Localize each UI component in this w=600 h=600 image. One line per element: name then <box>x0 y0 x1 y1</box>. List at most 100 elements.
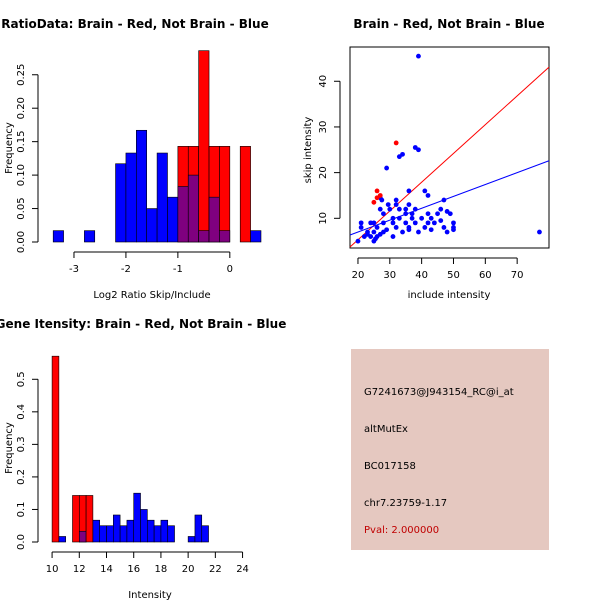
brain-fit-line <box>349 66 550 248</box>
scatter-xlabel: include intensity <box>408 290 491 301</box>
gene-histogram-y-tick-label: 0.3 <box>16 436 27 452</box>
not-brain-point <box>422 225 428 230</box>
gene-histogram-bar-not-brain <box>140 509 148 543</box>
gene-histogram-bar-not-brain <box>99 525 107 543</box>
not-brain-point <box>384 165 390 171</box>
not-brain-point <box>403 211 409 217</box>
scatter-y-tick-label: 30 <box>318 121 329 134</box>
not-brain-point <box>371 229 377 235</box>
not-brain-point <box>422 188 428 194</box>
accession: BC017158 <box>364 461 416 472</box>
not-brain-point <box>425 211 431 217</box>
not-brain-point <box>393 202 399 208</box>
not-brain-point <box>441 225 447 230</box>
ratio-histogram-xlabel: Log2 Ratio Skip/Include <box>93 290 210 301</box>
ratio-histogram-y-tick-label: 0.00 <box>16 231 27 253</box>
not-brain-point <box>406 202 412 208</box>
gene-histogram-x-tick-label: 10 <box>46 564 59 575</box>
not-brain-point <box>409 215 415 221</box>
scatter-x-tick-label: 30 <box>383 270 396 281</box>
scatter-ylabel: skip intensity <box>303 117 314 184</box>
not-brain-point <box>371 220 377 226</box>
not-brain-point <box>406 188 412 194</box>
ratio-histogram-bar-brain <box>219 146 231 243</box>
scatter-plot-box <box>349 46 550 249</box>
ratio-histogram-y-tick-label: 0.05 <box>16 197 27 219</box>
not-brain-point <box>428 227 434 233</box>
not-brain-point <box>390 220 396 226</box>
gene-histogram-ylabel: Frequency <box>4 422 15 474</box>
ratio-histogram-x-tick-label: 0 <box>227 264 233 275</box>
scatter-x-tick-label: 60 <box>479 270 492 281</box>
scatter-x-tick-label: 40 <box>415 270 428 281</box>
ratio-histogram-bar-overlap <box>177 186 189 243</box>
scatter-y-tick-label: 10 <box>318 212 329 225</box>
not-brain-point <box>385 202 391 208</box>
ratio-histogram-bar-not-brain <box>156 152 168 243</box>
not-brain-point <box>438 218 444 223</box>
not-brain-point <box>416 229 421 235</box>
ratio-histogram-y-tick-label: 0.25 <box>16 64 27 86</box>
ratio-histogram-panel: RatioData: Brain - Red, Not Brain - Blue… <box>1 17 268 301</box>
gene-histogram-x-tick-label: 24 <box>236 564 249 575</box>
not-brain-point <box>435 211 440 217</box>
not-brain-point <box>403 206 409 212</box>
ratio-histogram-x-tick-label: -3 <box>69 264 79 275</box>
ratio-histogram-x-tick-label: -1 <box>173 264 183 275</box>
not-brain-point <box>387 206 393 212</box>
not-brain-point <box>425 220 431 226</box>
not-brain-point <box>409 211 415 217</box>
not-brain-point <box>374 225 380 230</box>
ratio-histogram-bar-brain <box>198 50 210 243</box>
gene-histogram-x-tick-label: 22 <box>209 564 222 575</box>
gene-histogram-x-tick-label: 18 <box>155 564 168 575</box>
ratio-histogram-ylabel: Frequency <box>4 122 15 174</box>
gene-histogram-title: Gene Itensity: Brain - Red, Not Brain - … <box>0 317 286 331</box>
not-brain-point <box>393 197 399 203</box>
not-brain-point <box>419 215 425 221</box>
ratio-histogram-bar-not-brain <box>146 208 158 243</box>
gene-histogram-bar-not-brain <box>201 525 209 543</box>
not-brain-point <box>393 225 399 230</box>
not-brain-point <box>379 197 385 203</box>
not-brain-point <box>365 229 370 235</box>
ratio-histogram-bar-overlap <box>208 196 220 243</box>
not-brain-point <box>403 220 409 226</box>
gene-histogram-bar-not-brain <box>167 525 175 543</box>
intensity-scatter-panel: Brain - Red, Not Brain - Blue include in… <box>303 17 550 301</box>
gene-intensity-histogram-panel: Gene Itensity: Brain - Red, Not Brain - … <box>0 317 286 600</box>
not-brain-point <box>441 197 447 203</box>
gene-histogram-bar-not-brain <box>92 519 101 543</box>
ratio-histogram-y-tick-label: 0.15 <box>16 131 27 153</box>
not-brain-point <box>428 215 434 221</box>
ratio-histogram-title: RatioData: Brain - Red, Not Brain - Blue <box>1 17 268 31</box>
gene-histogram-y-tick-label: 0.0 <box>16 534 27 550</box>
not-brain-point <box>438 206 444 212</box>
ratio-histogram-bar-not-brain <box>125 152 137 243</box>
not-brain-point <box>537 229 542 235</box>
not-brain-point <box>368 234 374 239</box>
not-brain-point <box>416 147 421 153</box>
not-brain-point <box>431 220 437 226</box>
gene-histogram-xlabel: Intensity <box>128 590 172 600</box>
ratio-histogram-bar-not-brain <box>250 230 262 243</box>
brain-point <box>377 193 383 198</box>
event-type: altMutEx <box>364 424 408 435</box>
ratio-histogram-bar-not-brain <box>136 129 148 243</box>
scatter-y-tick-label: 20 <box>318 166 329 179</box>
ratio-histogram-x-tick-label: -2 <box>121 264 131 275</box>
pval-text: Pval: 2.000000 <box>364 525 440 536</box>
not-brain-point <box>396 206 402 212</box>
ratio-histogram-bar-overlap <box>219 230 231 243</box>
not-brain-point <box>425 193 431 198</box>
gene-histogram-bar-brain <box>85 495 94 543</box>
not-brain-point <box>377 206 383 212</box>
gene-histogram-bar-not-brain <box>113 514 121 543</box>
not-brain-point <box>444 229 450 235</box>
gene-histogram-x-tick-label: 16 <box>127 564 140 575</box>
ratio-histogram-bar-not-brain <box>84 230 96 243</box>
ratio-histogram-bar-not-brain <box>115 163 127 243</box>
scatter-x-tick-label: 20 <box>352 270 365 281</box>
scatter-y-tick-label: 40 <box>318 75 329 88</box>
